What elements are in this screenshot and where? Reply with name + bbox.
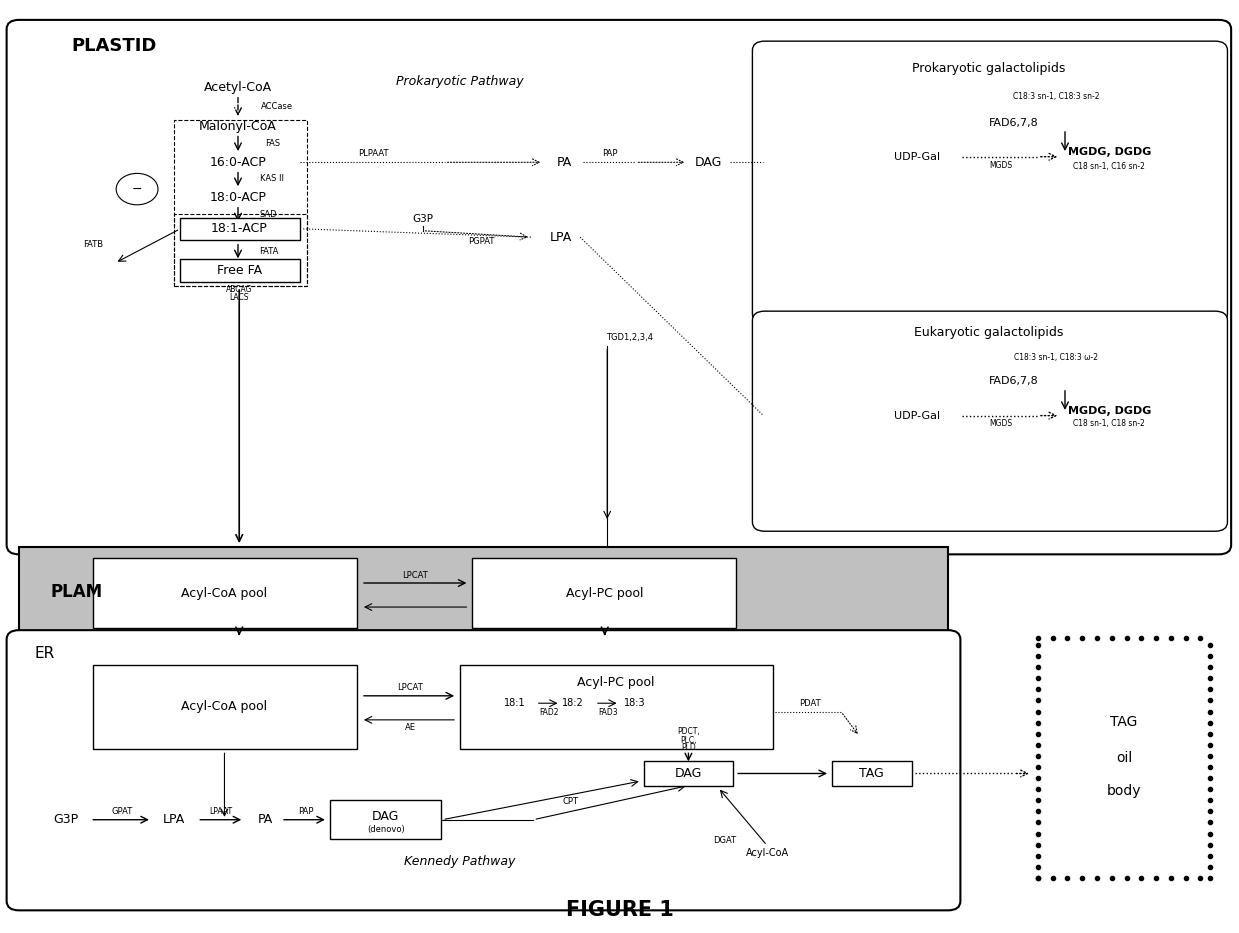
Text: FAD2: FAD2 [540, 708, 559, 717]
Text: 18:2: 18:2 [561, 698, 584, 708]
Text: TAG: TAG [860, 767, 885, 780]
Text: 16:0-ACP: 16:0-ACP [209, 156, 266, 169]
Text: G3P: G3P [413, 214, 434, 224]
Text: Eukaryotic galactolipids: Eukaryotic galactolipids [914, 326, 1063, 339]
Text: DAG: DAG [372, 810, 399, 823]
Text: LPCAT: LPCAT [403, 571, 429, 580]
Text: 18:1-ACP: 18:1-ACP [211, 222, 268, 235]
Text: Acyl-CoA pool: Acyl-CoA pool [181, 701, 268, 714]
Text: DAG: DAG [694, 156, 722, 169]
FancyBboxPatch shape [93, 558, 357, 628]
Text: LPAAT: LPAAT [209, 807, 233, 815]
Text: GPAT: GPAT [112, 807, 133, 815]
Text: SAD: SAD [260, 210, 278, 218]
Text: MGDS: MGDS [990, 420, 1012, 428]
Text: KAS II: KAS II [260, 174, 285, 184]
Text: LPCAT: LPCAT [398, 683, 424, 692]
FancyBboxPatch shape [752, 312, 1228, 531]
Text: PLD: PLD [681, 743, 696, 752]
FancyBboxPatch shape [6, 630, 960, 911]
Text: oil: oil [1116, 751, 1132, 765]
Text: C18 sn-1, C18 sn-2: C18 sn-1, C18 sn-2 [1073, 420, 1145, 428]
FancyBboxPatch shape [460, 665, 773, 748]
Text: Malonyl-CoA: Malonyl-CoA [199, 119, 276, 132]
FancyBboxPatch shape [472, 558, 736, 628]
Text: LACS: LACS [229, 293, 249, 301]
Text: body: body [1106, 785, 1141, 799]
Text: Acetyl-CoA: Acetyl-CoA [204, 81, 273, 94]
Text: PAP: PAP [297, 807, 313, 815]
Text: Acyl-CoA: Acyl-CoA [746, 848, 789, 858]
Text: Acyl-CoA pool: Acyl-CoA pool [181, 587, 268, 600]
Text: Free FA: Free FA [217, 264, 261, 277]
Text: C18 sn-1, C16 sn-2: C18 sn-1, C16 sn-2 [1073, 162, 1145, 172]
Text: G3P: G3P [53, 814, 78, 827]
Circle shape [116, 174, 159, 205]
Text: FIGURE 1: FIGURE 1 [565, 900, 674, 920]
Text: −: − [131, 183, 142, 196]
Text: FAS: FAS [265, 139, 280, 148]
FancyBboxPatch shape [644, 761, 732, 786]
Text: UDP-Gal: UDP-Gal [895, 411, 940, 421]
Text: MGDG, DGDG: MGDG, DGDG [1068, 406, 1151, 416]
Text: UDP-Gal: UDP-Gal [895, 152, 940, 161]
Text: FAD3: FAD3 [598, 708, 618, 717]
Text: MGDG, DGDG: MGDG, DGDG [1068, 147, 1151, 157]
Text: PLC,: PLC, [680, 736, 696, 745]
Text: 18:3: 18:3 [623, 698, 646, 708]
Text: TAG: TAG [1110, 715, 1137, 729]
Text: FATA: FATA [259, 246, 279, 256]
FancyBboxPatch shape [93, 665, 357, 748]
FancyBboxPatch shape [331, 801, 441, 839]
Text: PLAM: PLAM [51, 583, 103, 601]
FancyBboxPatch shape [180, 217, 300, 240]
Text: (denovo): (denovo) [367, 826, 405, 834]
Text: DAG: DAG [675, 767, 703, 780]
Text: PGPAT: PGPAT [468, 237, 494, 246]
FancyBboxPatch shape [19, 547, 948, 637]
Text: PLASTID: PLASTID [72, 36, 157, 55]
Text: AE: AE [405, 723, 416, 731]
Text: ER: ER [35, 646, 56, 661]
Text: PDCT,: PDCT, [676, 728, 700, 736]
FancyBboxPatch shape [1046, 643, 1203, 872]
Text: TGD1,2,3,4: TGD1,2,3,4 [606, 332, 653, 341]
Text: PDAT: PDAT [799, 699, 821, 708]
Text: ABCAG: ABCAG [225, 285, 253, 295]
Text: LPA: LPA [162, 814, 185, 827]
FancyBboxPatch shape [833, 761, 912, 786]
Text: MGDS: MGDS [990, 160, 1012, 170]
Text: FAD6,7,8: FAD6,7,8 [989, 118, 1038, 128]
Text: C18:3 sn-1, C18:3 ω-2: C18:3 sn-1, C18:3 ω-2 [1015, 353, 1099, 362]
Text: FAD6,7,8: FAD6,7,8 [989, 376, 1038, 386]
Text: CPT: CPT [563, 797, 579, 806]
Text: 18:1: 18:1 [504, 698, 525, 708]
Text: Prokaryotic Pathway: Prokaryotic Pathway [395, 76, 523, 89]
Text: FATB: FATB [83, 240, 103, 249]
Text: Acyl-PC pool: Acyl-PC pool [566, 587, 643, 600]
FancyBboxPatch shape [180, 259, 300, 282]
Text: PLPAAT: PLPAAT [358, 149, 389, 159]
Text: PAP: PAP [602, 149, 617, 159]
Text: DGAT: DGAT [712, 837, 736, 845]
Text: Prokaryotic galactolipids: Prokaryotic galactolipids [912, 63, 1066, 76]
Text: 18:0-ACP: 18:0-ACP [209, 191, 266, 204]
Text: Kennedy Pathway: Kennedy Pathway [404, 855, 515, 868]
Text: PA: PA [258, 814, 273, 827]
FancyBboxPatch shape [6, 20, 1232, 554]
Text: Acyl-PC pool: Acyl-PC pool [577, 676, 654, 689]
Text: LPA: LPA [549, 230, 571, 244]
Text: ACCase: ACCase [261, 103, 294, 111]
Text: PA: PA [556, 156, 571, 169]
FancyBboxPatch shape [752, 41, 1228, 323]
Text: C18:3 sn-1, C18:3 sn-2: C18:3 sn-1, C18:3 sn-2 [1014, 92, 1100, 101]
